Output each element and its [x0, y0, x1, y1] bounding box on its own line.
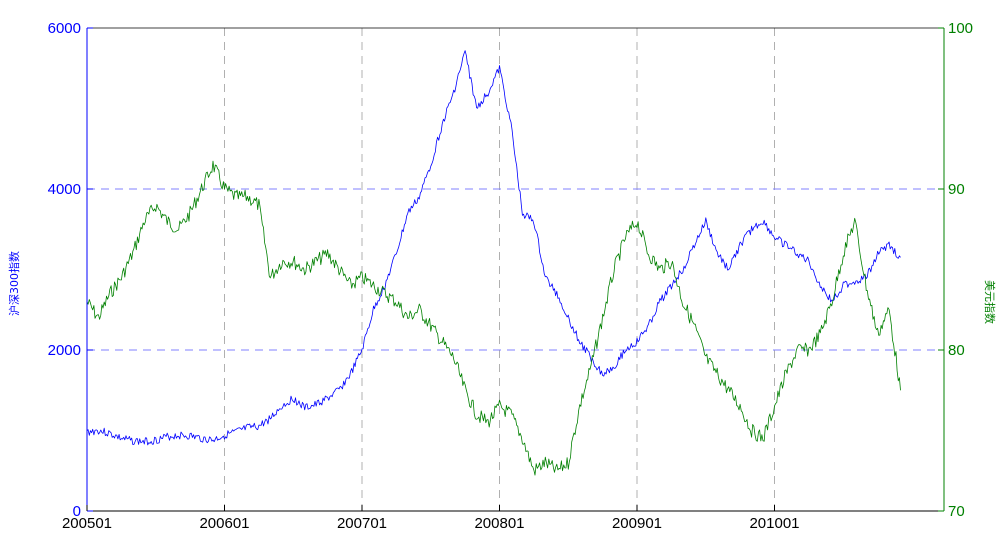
- right-y-ticks: 70 80 90 100: [938, 20, 973, 520]
- left-y-ticks: 0 2000 4000 6000: [48, 20, 93, 520]
- series-line-usd-index: [86, 160, 901, 476]
- right-tick-label: 90: [948, 181, 965, 198]
- right-tick-label: 80: [948, 342, 965, 359]
- x-tick-label: 200701: [337, 515, 387, 532]
- right-tick-label: 100: [948, 20, 973, 37]
- x-tick-label: 200601: [199, 515, 249, 532]
- x-ticks: 200501 200601 200701 200801 200901 201001: [62, 505, 800, 532]
- left-tick-label: 4000: [48, 181, 81, 198]
- x-tick-label: 200801: [474, 515, 524, 532]
- plot-area: [87, 28, 944, 511]
- left-tick-label: 2000: [48, 342, 81, 359]
- series-hs300: [86, 50, 901, 446]
- left-tick-label: 6000: [48, 20, 81, 37]
- left-y-axis-label: 沪深300指数: [7, 251, 21, 316]
- x-tick-label: 200501: [62, 515, 112, 532]
- series-usd-index: [86, 160, 901, 476]
- right-tick-label: 70: [948, 503, 965, 520]
- left-tick-label: 0: [73, 503, 81, 520]
- x-tick-label: 201001: [749, 515, 799, 532]
- right-y-axis-label: 美元指数: [983, 280, 997, 324]
- series-line-hs300: [86, 50, 901, 446]
- x-tick-label: 200901: [612, 515, 662, 532]
